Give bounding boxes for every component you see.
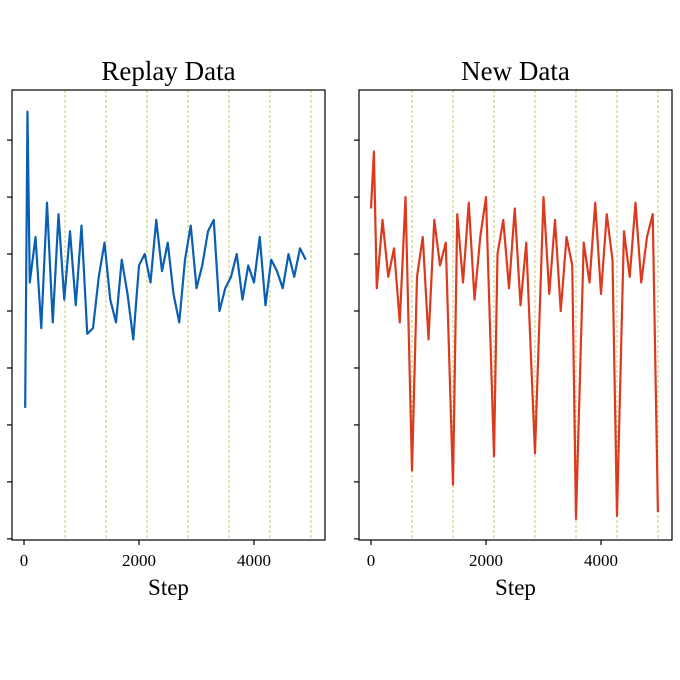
x-tick-label: 0 <box>20 551 29 570</box>
data-line <box>369 150 660 521</box>
plot-frame <box>11 89 326 541</box>
x-tick-label: 2000 <box>469 551 503 570</box>
chart-title: Replay Data <box>101 56 235 86</box>
x-tick-label: 0 <box>367 551 376 570</box>
x-tick-label: 4000 <box>237 551 271 570</box>
chart-title: New Data <box>461 56 570 86</box>
plot-frame <box>358 89 673 541</box>
x-tick-label: 2000 <box>122 551 156 570</box>
x-axis-label: Step <box>495 575 536 600</box>
x-axis-label: Step <box>148 575 189 600</box>
data-line <box>24 110 307 408</box>
x-tick-label: 4000 <box>584 551 618 570</box>
